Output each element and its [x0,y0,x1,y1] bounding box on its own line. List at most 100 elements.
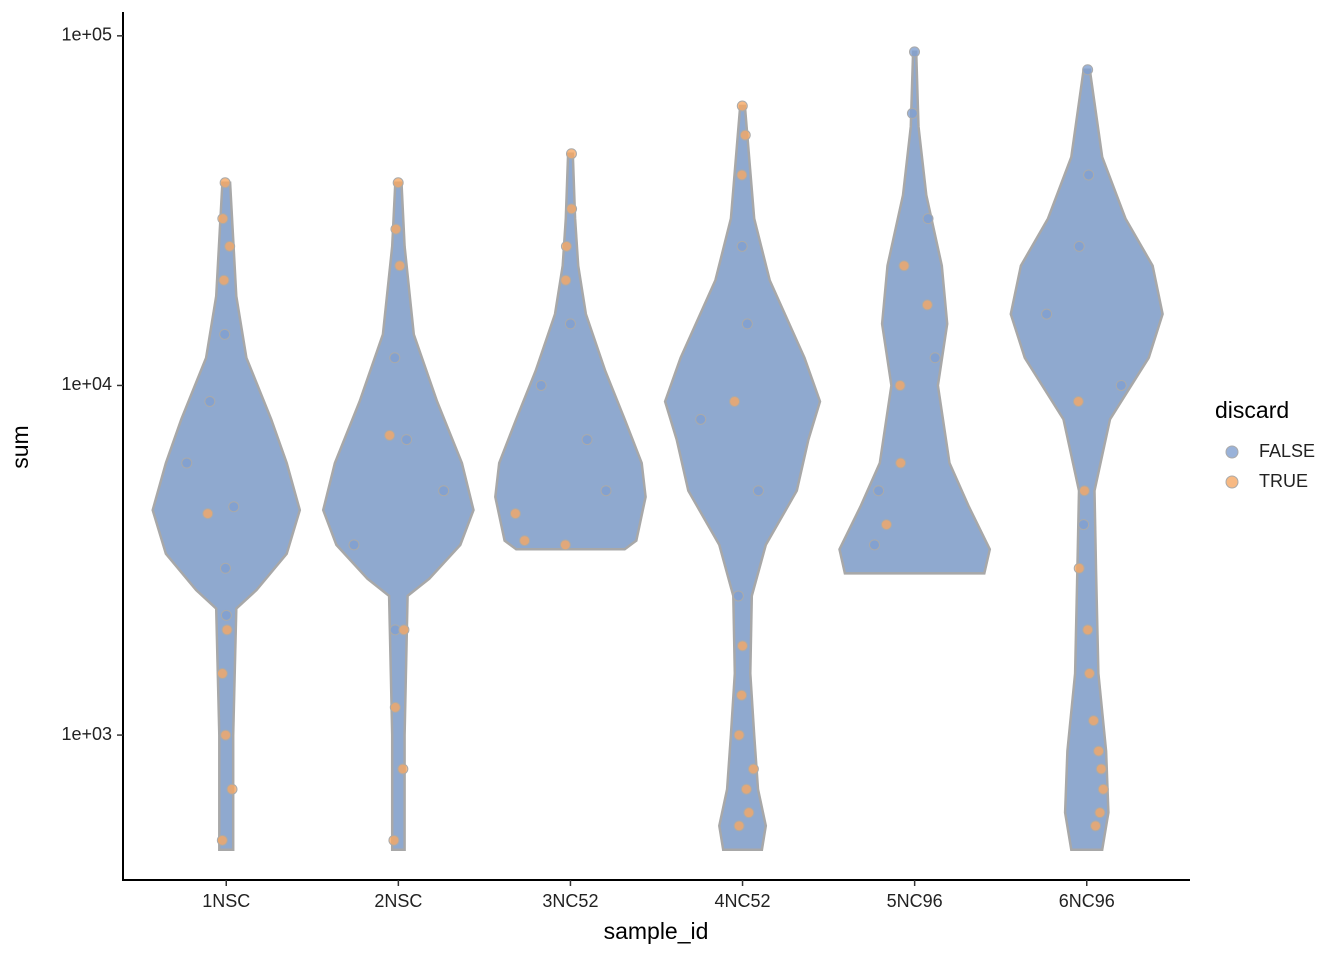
point [695,413,707,425]
point [1097,783,1109,795]
violin [321,181,475,851]
point [388,834,400,846]
y-tick-label: 1e+04 [61,374,112,394]
point [224,240,236,252]
x-tick-label: 3NC52 [542,891,598,911]
point [560,240,572,252]
point [438,485,450,497]
point [736,169,748,181]
point [1084,668,1096,680]
point [392,177,404,189]
point [908,46,920,58]
point [868,539,880,551]
point [509,508,521,520]
point [736,100,748,112]
point [1088,715,1100,727]
point [219,177,231,189]
point [219,328,231,340]
point [219,562,231,574]
point [1073,562,1085,574]
violin [838,50,992,575]
point [1073,240,1085,252]
point [1078,519,1090,531]
y-axis-title: sum [7,425,33,468]
legend-label: TRUE [1259,471,1308,491]
point [733,820,745,832]
point [1094,807,1106,819]
point [880,519,892,531]
point [348,539,360,551]
y-tick-label: 1e+03 [61,724,112,744]
point [220,609,232,621]
point [216,668,228,680]
point [736,240,748,252]
point [743,807,755,819]
point [1090,820,1102,832]
point [921,299,933,311]
point [873,485,885,497]
point [394,260,406,272]
point [535,379,547,391]
point [733,729,745,741]
point [929,352,941,364]
point [1082,64,1094,76]
point [1095,763,1107,775]
point [581,434,593,446]
x-tick-label: 5NC96 [887,891,943,911]
point [747,763,759,775]
point [1093,745,1105,757]
point [922,213,934,225]
point [1082,624,1094,636]
point [740,783,752,795]
point [566,203,578,215]
point [220,729,232,741]
plot-area [151,46,1164,851]
point [228,501,240,513]
point [1078,485,1090,497]
point [752,485,764,497]
point [894,379,906,391]
point [389,352,401,364]
point [1041,308,1053,320]
y-tick-label: 1e+05 [61,25,112,45]
point [1115,379,1127,391]
legend-swatch [1225,475,1239,489]
point [226,783,238,795]
x-axis-title: sample_id [604,918,709,944]
point [898,260,910,272]
point [732,590,744,602]
legend-title: discard [1215,397,1289,423]
point [218,274,230,286]
legend-label: FALSE [1259,441,1315,461]
x-tick-label: 1NSC [202,891,250,911]
point [559,539,571,551]
point [398,624,410,636]
x-tick-label: 4NC52 [715,891,771,911]
violin [1009,68,1164,851]
point [221,624,233,636]
point [565,148,577,160]
point [384,429,396,441]
point [397,763,409,775]
point [906,107,918,119]
point [729,395,741,407]
legend-swatch [1225,445,1239,459]
point [519,535,531,547]
point [895,457,907,469]
point [181,457,193,469]
point [204,395,216,407]
point [739,129,751,141]
point [216,834,228,846]
point [390,223,402,235]
point [560,274,572,286]
point [1083,169,1095,181]
point [741,318,753,330]
x-tick-label: 6NC96 [1059,891,1115,911]
point [600,485,612,497]
point [736,689,748,701]
point [389,701,401,713]
point [217,213,229,225]
point [736,640,748,652]
point [202,508,214,520]
